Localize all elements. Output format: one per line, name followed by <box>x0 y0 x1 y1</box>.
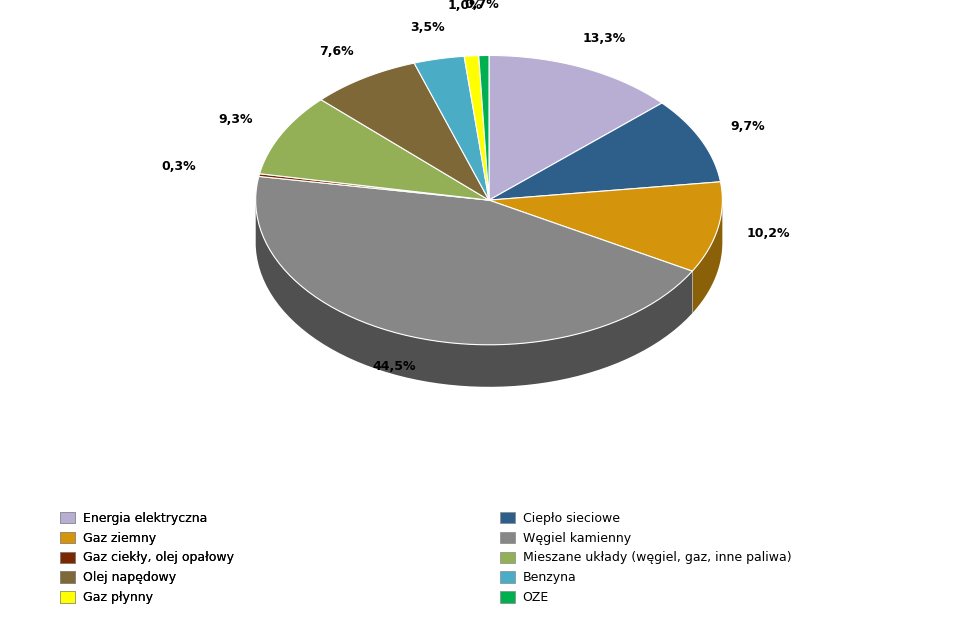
Polygon shape <box>488 200 692 313</box>
Polygon shape <box>320 63 488 200</box>
Polygon shape <box>259 174 488 200</box>
Text: 10,2%: 10,2% <box>745 227 789 241</box>
Text: 3,5%: 3,5% <box>410 21 445 35</box>
Polygon shape <box>488 181 722 271</box>
Text: 7,6%: 7,6% <box>319 45 354 58</box>
Polygon shape <box>488 55 661 200</box>
Text: 0,7%: 0,7% <box>464 0 499 11</box>
Text: 13,3%: 13,3% <box>582 32 625 45</box>
Text: 0,3%: 0,3% <box>161 160 195 173</box>
Polygon shape <box>488 103 720 200</box>
Polygon shape <box>255 176 692 345</box>
Polygon shape <box>259 100 488 200</box>
Polygon shape <box>255 203 692 387</box>
Text: 9,7%: 9,7% <box>730 120 764 133</box>
Legend: Ciepło sieciowe, Węgiel kamienny, Mieszane układy (węgiel, gaz, inne paliwa), Be: Ciepło sieciowe, Węgiel kamienny, Miesza… <box>494 507 795 609</box>
Text: 9,3%: 9,3% <box>219 113 253 126</box>
Polygon shape <box>479 55 488 200</box>
Text: 1,0%: 1,0% <box>447 0 483 12</box>
Text: 44,5%: 44,5% <box>372 360 415 373</box>
Polygon shape <box>488 200 692 313</box>
Polygon shape <box>692 200 722 313</box>
Legend: Energia elektryczna, Gaz ziemny, Gaz ciekły, olej opałowy, Olej napędowy, Gaz pł: Energia elektryczna, Gaz ziemny, Gaz cie… <box>55 507 238 609</box>
Polygon shape <box>464 56 488 200</box>
Polygon shape <box>413 57 488 200</box>
